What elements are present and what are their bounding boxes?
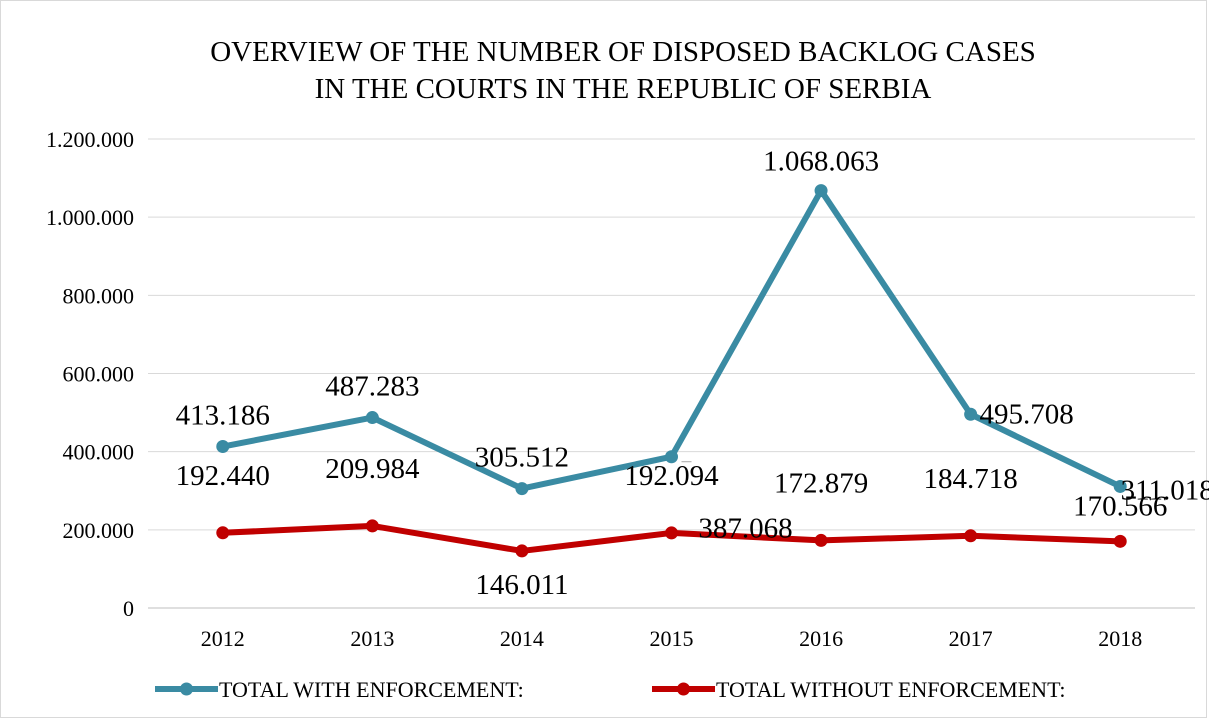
y-tick-label: 800.000 [63,283,135,308]
data-point-2 [814,533,828,547]
data-label-2: 170.566 [1073,490,1167,522]
y-tick-label: 1.200.000 [46,127,134,152]
data-point-2 [1113,534,1127,548]
data-point-2 [365,519,379,533]
data-label-1: 487.283 [325,371,419,403]
data-label-2: 192.094 [624,460,719,492]
chart-title: OVERVIEW OF THE NUMBER OF DISPOSED BACKL… [0,34,1209,108]
data-label-2: 184.718 [924,463,1018,495]
data-label-1: 1.068.063 [763,146,879,178]
x-tick-label: 2017 [949,626,993,651]
chart-title-line-1: OVERVIEW OF THE NUMBER OF DISPOSED BACKL… [210,36,1036,68]
data-label-2: 192.440 [176,460,270,492]
legend-marker-1 [180,682,193,696]
data-point-2 [216,526,230,540]
data-label-1: 305.512 [475,442,569,474]
data-point-2 [515,544,529,558]
data-label-1: 495.708 [980,398,1074,430]
x-tick-label: 2013 [350,626,394,651]
data-label-2: 172.879 [774,467,868,499]
legend-label-1: TOTAL WITH ENFORCEMENT: [219,677,524,702]
legend-label-2: TOTAL WITHOUT ENFORCEMENT: [716,677,1066,702]
chart-title-line-2: IN THE COURTS IN THE REPUBLIC OF SERBIA [314,73,932,105]
data-label-1: 387.068 [698,513,792,545]
data-label-2: 146.011 [475,569,568,601]
y-tick-label: 600.000 [63,362,135,387]
data-point-1 [665,450,678,464]
legend-marker-2 [677,682,690,696]
y-tick-label: 1.000.000 [46,205,134,230]
x-tick-label: 2016 [799,626,843,651]
data-point-1 [365,411,379,425]
x-tick-label: 2012 [201,626,245,651]
data-label-1: 413.186 [176,400,270,432]
data-label-2: 209.984 [325,453,420,485]
y-tick-label: 200.000 [63,518,135,543]
data-point-1 [216,440,230,454]
data-point-1 [1113,479,1127,493]
series-line-1 [219,187,1124,492]
x-tick-label: 2015 [650,626,694,651]
data-label-1: 311.018 [1121,474,1209,506]
x-tick-label: 2018 [1098,626,1142,651]
data-point-1 [964,407,978,421]
data-point-2 [964,529,978,543]
data-point-1 [814,184,828,198]
x-tick-label: 2014 [500,626,544,651]
data-point-1 [515,482,529,496]
data-point-2 [665,526,678,540]
y-tick-label: 400.000 [63,440,135,465]
y-tick-label: 0 [123,596,134,621]
